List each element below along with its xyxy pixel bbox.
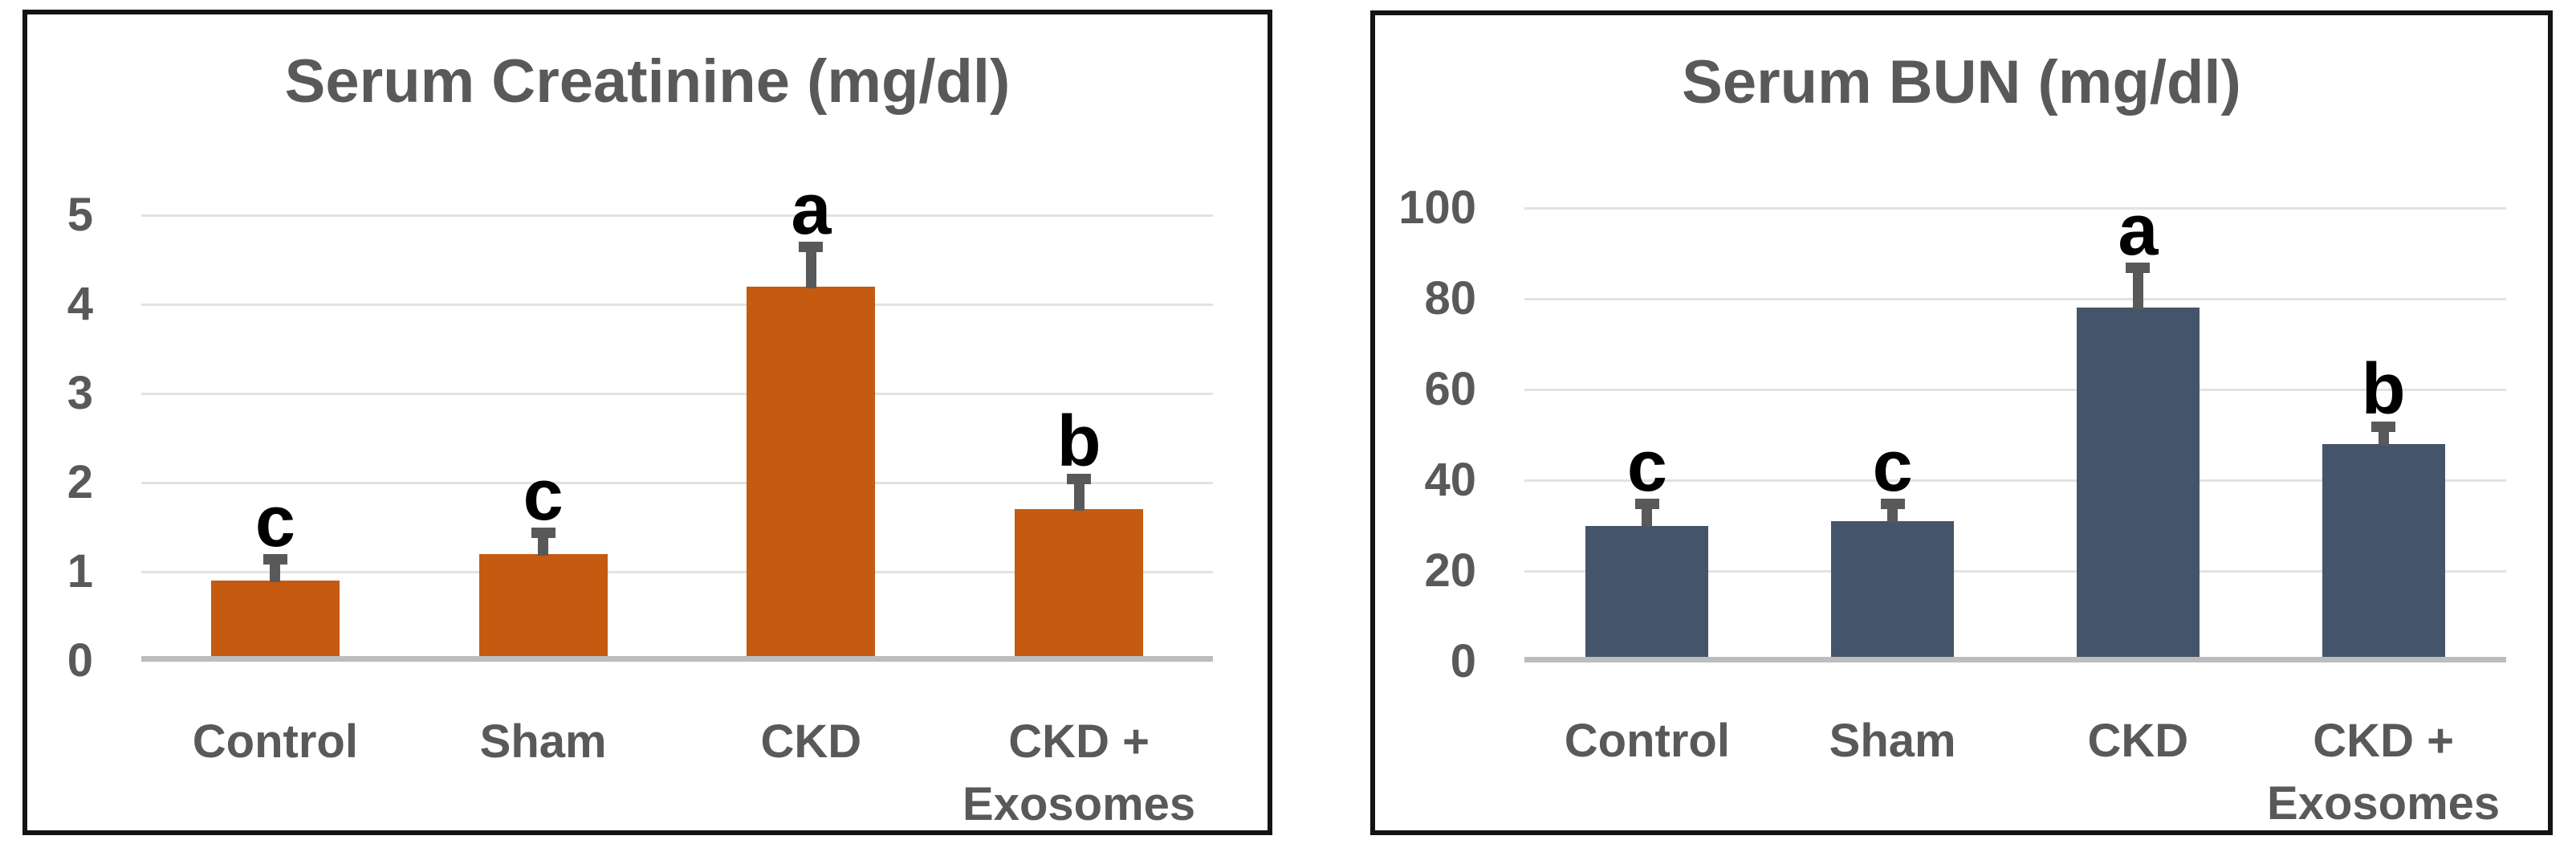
bar-control	[210, 581, 340, 656]
error-bar-cap-sham	[531, 527, 555, 538]
y-axis-tick-label: 1	[67, 545, 93, 597]
y-axis-tick-label: 60	[1424, 363, 1476, 415]
significance-letter-ckd: a	[791, 169, 832, 251]
x-axis-line	[1524, 657, 2506, 662]
significance-letter-ckd-exosomes: b	[2361, 349, 2406, 430]
y-axis-tick-label: 5	[67, 189, 93, 241]
x-axis-label-control: Control	[192, 715, 358, 768]
error-bar-cap-control	[262, 553, 287, 565]
significance-letter-control: c	[254, 481, 295, 562]
error-bar-ckd-exosomes	[1073, 479, 1085, 512]
gridline	[1524, 207, 2506, 210]
error-bar-control	[1642, 503, 1653, 528]
x-axis-label-ckd-exosomes: CKD + Exosomes	[962, 715, 1196, 831]
error-bar-sham	[538, 532, 549, 556]
gridline	[141, 393, 1213, 395]
gridline	[141, 214, 1213, 217]
gridline	[141, 482, 1213, 484]
y-axis-tick-label: 0	[1450, 635, 1476, 687]
serum-bun-chart-title: Serum BUN (mg/dl)	[1682, 48, 2241, 116]
y-axis-tick-label: 4	[67, 278, 93, 330]
bar-ckd	[2076, 308, 2200, 657]
x-axis-label-ckd-exosomes: CKD + Exosomes	[2267, 715, 2501, 830]
error-bar-ckd	[805, 247, 816, 288]
error-bar-control	[270, 559, 281, 583]
gridline	[141, 304, 1213, 306]
gridline	[1524, 570, 2506, 573]
bar-sham	[478, 553, 608, 656]
gridline	[141, 571, 1213, 573]
serum-bun-chart-panel: Serum BUN (mg/dl) 0 20 40 60 80 100 c Control c S…	[1370, 10, 2553, 835]
bar-sham	[1831, 520, 1955, 657]
bar-ckd-exosomes	[2322, 443, 2445, 657]
y-axis-tick-label: 0	[67, 634, 93, 687]
x-axis-label-sham: Sham	[1829, 715, 1956, 767]
x-axis-label-ckd: CKD	[2087, 715, 2189, 767]
gridline	[1524, 479, 2506, 482]
serum-creatinine-plot-area: 0 1 2 3 4 5 c Control c Sham a CKD b CKD + Exosomes	[27, 14, 1268, 830]
error-bar-cap-control	[1634, 498, 1659, 509]
y-axis-tick-label: 40	[1424, 454, 1476, 506]
x-axis-label-sham: Sham	[479, 715, 607, 768]
y-axis-tick-label: 2	[67, 456, 93, 508]
error-bar-cap-ckd-exosomes	[2371, 421, 2396, 432]
error-bar-cap-ckd-exosomes	[1067, 473, 1092, 484]
bar-ckd	[747, 286, 876, 656]
serum-creatinine-chart-panel: Serum Creatinine (mg/dl) 0 1 2 3 4 5 c Control c…	[22, 10, 1272, 835]
gridline	[1524, 298, 2506, 300]
x-axis-label-control: Control	[1564, 715, 1730, 767]
y-axis-tick-label: 3	[67, 367, 93, 419]
serum-bun-plot-area: 0 20 40 60 80 100 c Control c Sham a CKD b CKD + Exos…	[1375, 15, 2548, 830]
error-bar-cap-ckd	[2126, 262, 2151, 273]
x-axis-label-ckd: CKD	[760, 715, 862, 768]
significance-letter-control: c	[1626, 426, 1667, 507]
x-axis-line	[141, 656, 1213, 662]
significance-letter-ckd: a	[2118, 190, 2159, 271]
y-axis-tick-label: 80	[1424, 272, 1476, 324]
significance-letter-sham: c	[1872, 426, 1913, 507]
gridline	[1524, 389, 2506, 391]
error-bar-cap-ckd	[799, 242, 824, 253]
y-axis-tick-label: 100	[1398, 181, 1476, 234]
serum-creatinine-chart-title: Serum Creatinine (mg/dl)	[284, 47, 1011, 116]
error-bar-cap-sham	[1880, 498, 1905, 509]
bar-ckd-exosomes	[1015, 509, 1144, 656]
bar-control	[1585, 525, 1709, 657]
significance-letter-sham: c	[523, 455, 564, 536]
y-axis-tick-label: 20	[1424, 544, 1476, 597]
significance-letter-ckd-exosomes: b	[1056, 401, 1101, 482]
error-bar-ckd	[2132, 267, 2143, 310]
